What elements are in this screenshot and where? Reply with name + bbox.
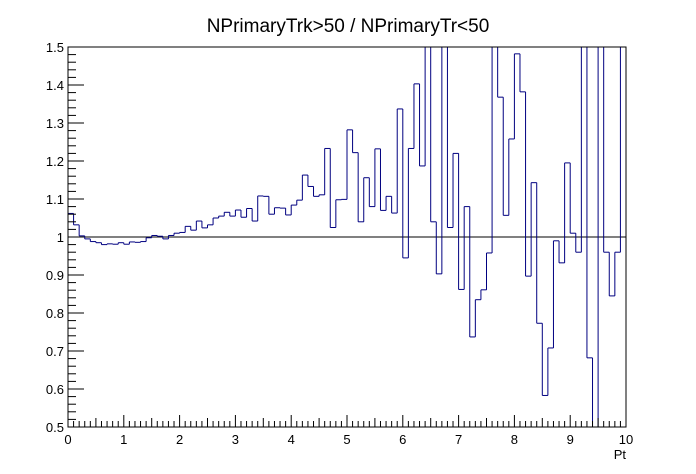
x-tick-label: 2	[176, 432, 183, 447]
x-tick-label: 4	[288, 432, 295, 447]
axes: 0 1 2 3 4 5 6 7 8 9 10 0.5 0.6 0.7 0.8 0.9 1 1.1 1.2 1.3 1.4…	[46, 40, 633, 447]
x-tick-label: 1	[120, 432, 127, 447]
y-tick-label: 1.4	[46, 78, 64, 93]
y-tick-label: 1.5	[46, 40, 64, 55]
chart-title: NPrimaryTrk>50 / NPrimaryTr<50	[207, 16, 490, 37]
x-tick-label: 3	[232, 432, 239, 447]
x-tick-label: 10	[619, 432, 633, 447]
x-tick-label: 7	[455, 432, 462, 447]
y-tick-label: 0.5	[46, 420, 64, 435]
y-tick-label: 0.7	[46, 344, 64, 359]
y-tick-label: 1.3	[46, 116, 64, 131]
y-tick-label: 0.8	[46, 306, 64, 321]
plot-area	[68, 47, 626, 427]
y-tick-label: 1	[57, 230, 64, 245]
y-tick-label: 0.6	[46, 382, 64, 397]
x-tick-label: 6	[399, 432, 406, 447]
y-tick-label: 1.1	[46, 192, 64, 207]
x-axis-label: Pt	[614, 447, 627, 462]
x-tick-label: 9	[567, 432, 574, 447]
y-tick-label: 1.2	[46, 154, 64, 169]
series-0	[68, 47, 626, 427]
y-tick-label: 0.9	[46, 268, 64, 283]
x-tick-label: 0	[64, 432, 71, 447]
x-tick-label: 8	[511, 432, 518, 447]
x-tick-label: 5	[343, 432, 350, 447]
